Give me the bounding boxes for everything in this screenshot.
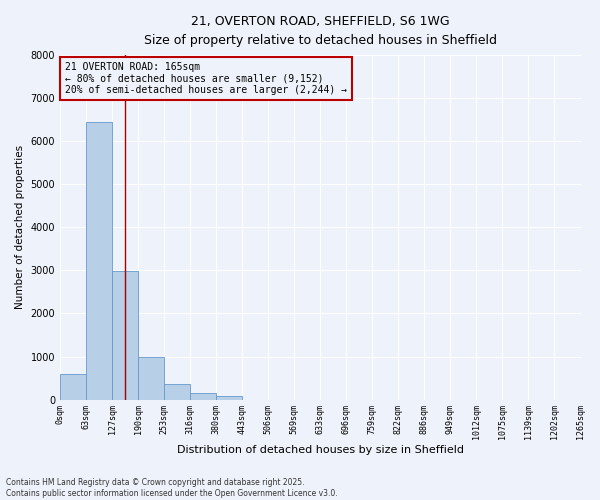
Bar	[86, 122, 112, 400]
Bar	[112, 272, 138, 400]
Bar	[164, 384, 190, 400]
Bar	[190, 393, 216, 400]
Text: Contains HM Land Registry data © Crown copyright and database right 2025.
Contai: Contains HM Land Registry data © Crown c…	[6, 478, 338, 498]
Bar	[60, 374, 86, 400]
Title: 21, OVERTON ROAD, SHEFFIELD, S6 1WG
Size of property relative to detached houses: 21, OVERTON ROAD, SHEFFIELD, S6 1WG Size…	[144, 15, 497, 47]
Y-axis label: Number of detached properties: Number of detached properties	[15, 146, 25, 310]
Bar	[138, 356, 164, 400]
Text: 21 OVERTON ROAD: 165sqm
← 80% of detached houses are smaller (9,152)
20% of semi: 21 OVERTON ROAD: 165sqm ← 80% of detache…	[65, 62, 347, 95]
X-axis label: Distribution of detached houses by size in Sheffield: Distribution of detached houses by size …	[177, 445, 464, 455]
Bar	[216, 396, 242, 400]
